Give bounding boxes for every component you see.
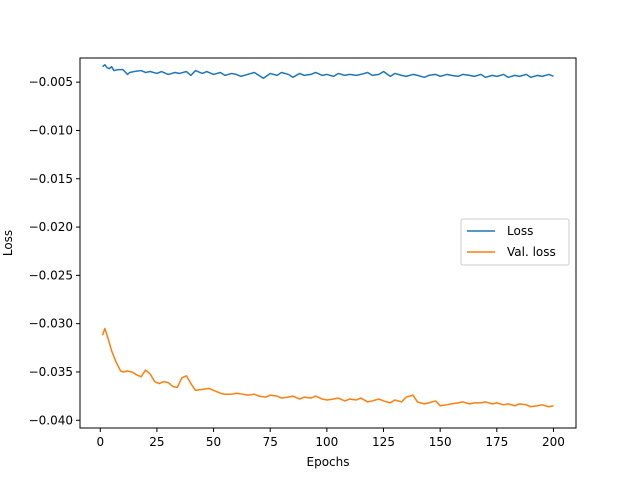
x-tick-label: 0 — [96, 435, 104, 449]
x-tick-label: 200 — [542, 435, 565, 449]
x-tick-label: 175 — [485, 435, 508, 449]
series-layer — [101, 64, 554, 408]
x-tick-label: 75 — [263, 435, 278, 449]
x-tick-label: 125 — [372, 435, 395, 449]
y-tick-label: −0.040 — [29, 413, 73, 427]
y-tick-label: −0.005 — [29, 75, 73, 89]
legend-label-loss: Loss — [507, 224, 533, 238]
series-line-val-loss — [101, 327, 554, 408]
x-tick-label: 50 — [206, 435, 221, 449]
y-tick-label: −0.025 — [29, 268, 73, 282]
x-tick-label: 150 — [429, 435, 452, 449]
x-tick-label: 100 — [315, 435, 338, 449]
y-axis-label: Loss — [1, 230, 15, 256]
y-tick-label: −0.035 — [29, 365, 73, 379]
series-line-loss — [102, 64, 554, 80]
y-tick-label: −0.030 — [29, 317, 73, 331]
legend: Loss Val. loss — [460, 218, 570, 266]
y-tick-label: −0.010 — [29, 123, 73, 137]
legend-label-val-loss: Val. loss — [507, 245, 556, 259]
x-axis-label: Epochs — [307, 455, 350, 469]
plot-frame — [79, 57, 577, 429]
axes-layer: 0 25 50 75 100 125 150 175 200 −0.005 −0.010 −0.015… — [29, 75, 565, 449]
y-tick-label: −0.015 — [29, 172, 73, 186]
y-tick-label: −0.020 — [29, 220, 73, 234]
x-tick-label: 25 — [149, 435, 164, 449]
